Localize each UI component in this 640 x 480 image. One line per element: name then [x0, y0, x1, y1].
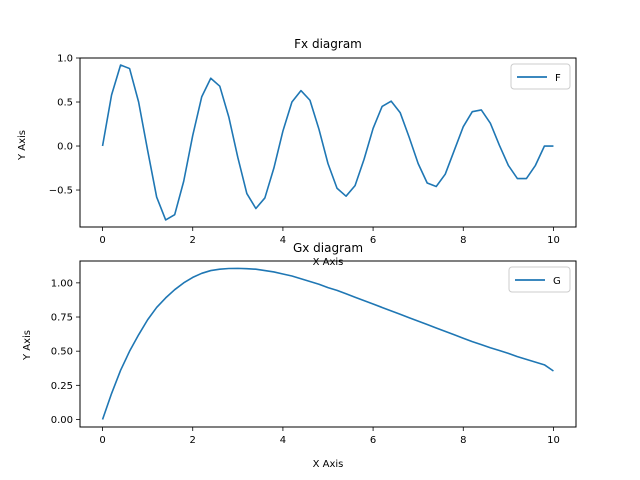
fx-x-tick-label: 6: [370, 235, 376, 246]
gx-y-tick-label: 0.50: [51, 347, 73, 358]
gx-legend: G: [508, 266, 571, 293]
gx-y-tick-label: 1.00: [51, 278, 73, 289]
fx-x-axis-label: X Axis: [313, 257, 344, 268]
fx-series: [101, 64, 554, 221]
gx-subplot: Gx diagram X Axis Y Axis 0 2 4 6 8 10 0.00 0.25…: [22, 241, 577, 470]
gx-x-tick-label: 4: [280, 435, 286, 446]
gx-ticks: 0 2 4 6 8 10 0.00 0.25 0.50 0.75 1.00: [51, 278, 560, 446]
gx-y-axis-label: Y Axis: [22, 330, 33, 361]
fx-y-axis-label: Y Axis: [17, 130, 28, 161]
gx-legend-label: G: [553, 276, 561, 287]
fx-y-tick-label: 0.0: [57, 142, 73, 153]
fx-y-tick-label: 1.0: [57, 54, 73, 65]
gx-x-axis-label: X Axis: [313, 459, 344, 470]
fx-legend-label: F: [555, 73, 561, 84]
fx-ticks: 0 2 4 6 8 10 −0.5 0.0 0.5 1.0: [49, 54, 560, 247]
fx-legend: F: [510, 63, 571, 90]
fx-x-tick-label: 8: [460, 235, 466, 246]
gx-series-line: [101, 267, 554, 420]
fx-series-line: [101, 64, 554, 221]
fx-x-tick-label: 4: [280, 235, 286, 246]
gx-y-tick-label: 0.00: [51, 415, 73, 426]
gx-title: Gx diagram: [293, 241, 363, 255]
gx-x-tick-label: 10: [547, 435, 560, 446]
fx-x-tick-label: 0: [99, 235, 105, 246]
gx-x-tick-label: 6: [370, 435, 376, 446]
gx-x-tick-label: 8: [460, 435, 466, 446]
fx-x-tick-label: 10: [547, 235, 560, 246]
gx-y-tick-label: 0.25: [51, 381, 73, 392]
fx-axes-frame: [79, 57, 577, 228]
fx-subplot: Fx diagram X Axis Y Axis 0 2 4 6 8 10−0.50.00…: [17, 37, 577, 268]
gx-x-tick-label: 0: [99, 435, 105, 446]
gx-axes-frame: [79, 260, 577, 428]
gx-series: [101, 267, 554, 420]
fx-y-tick-label: 0.5: [57, 98, 73, 109]
gx-x-tick-label: 2: [190, 435, 196, 446]
fx-x-tick-label: 2: [190, 235, 196, 246]
gx-y-tick-label: 0.75: [51, 313, 73, 324]
fx-title: Fx diagram: [294, 37, 362, 51]
fx-y-tick-label: −0.5: [49, 186, 73, 197]
